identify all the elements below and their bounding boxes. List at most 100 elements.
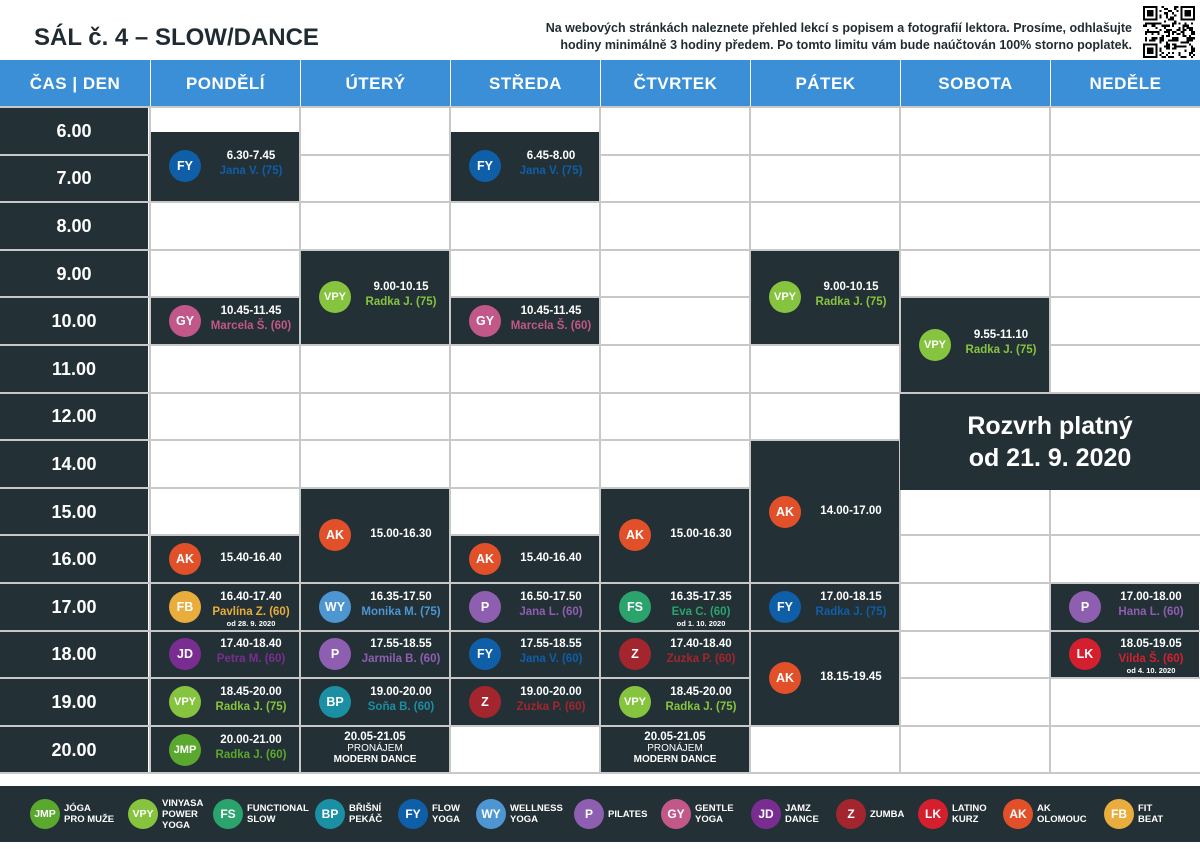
lesson-time: 15.40-16.40 (220, 552, 282, 565)
lesson-time: 19.00-20.00 (370, 685, 432, 698)
lesson-time: 16.35-17.35 (670, 590, 732, 603)
lesson-block[interactable]: FY 17.00-18.15 Radka J. (75) (751, 584, 899, 630)
lesson-time: 10.45-11.45 (220, 305, 282, 318)
lesson-block[interactable]: JD 17.40-18.40 Petra M. (60) (151, 631, 299, 678)
lesson-block[interactable]: P 16.50-17.50 Jana L. (60) (451, 584, 599, 630)
time-label: 7.00 (0, 155, 148, 203)
lesson-time: 17.40-18.40 (220, 638, 282, 651)
legend-item: Z ZUMBA (836, 798, 904, 830)
legend-item: AK AK OLOMOUC (1003, 798, 1087, 830)
rental-time: 20.05-21.05 (344, 730, 406, 743)
notice-line-1: Na webových stránkách naleznete přehled … (545, 21, 1132, 35)
time-label: 6.00 (0, 108, 148, 155)
lesson-time: 18.05-19.05 (1120, 638, 1182, 651)
lesson-block[interactable]: VPY 9.55-11.10 Radka J. (75) (901, 298, 1049, 392)
lesson-block[interactable]: AK 18.15-19.45 (751, 631, 899, 725)
lesson-block[interactable]: VPY 9.00-10.15 Radka J. (75) (751, 250, 899, 344)
legend-badge: JMP (30, 799, 60, 829)
lesson-instructor: Radka J. (75) (965, 343, 1037, 356)
time-label: 8.00 (0, 203, 148, 250)
lesson-block[interactable]: FS 16.35-17.35 Eva C. (60) od 1. 10. 2020 (601, 584, 749, 630)
legend-badge: VPY (128, 799, 158, 829)
lesson-block[interactable]: FY 6.45-8.00 Jana V. (75) (451, 131, 599, 202)
validity-line-1: Rozvrh platný (967, 411, 1133, 440)
lesson-time: 15.40-16.40 (520, 552, 582, 565)
legend-item: JD JAMZ DANCE (751, 798, 819, 830)
lesson-instructor: Monika M. (75) (361, 605, 441, 618)
time-label: 16.00 (0, 536, 148, 583)
legend-badge: FB (1104, 799, 1134, 829)
lesson-instructor: Radka J. (60) (215, 748, 287, 761)
lesson-instructor: Radka J. (75) (815, 296, 887, 309)
lesson-block[interactable]: AK 15.00-16.30 (601, 488, 749, 582)
lesson-badge: AK (319, 519, 351, 552)
header-day-3: STŘEDA (451, 60, 600, 107)
page-title: SÁL č. 4 – SLOW/DANCE (34, 24, 319, 51)
legend-label: GENTLE YOGA (695, 803, 734, 825)
lesson-block[interactable]: AK 15.00-16.30 (301, 488, 449, 582)
lesson-time: 17.55-18.55 (370, 638, 432, 651)
lesson-time: 15.00-16.30 (370, 528, 432, 541)
lesson-block[interactable]: JMP 20.00-21.00 Radka J. (60) (151, 726, 299, 773)
legend-label: BŘIŠNÍ PEKÁČ (349, 803, 383, 825)
header-time-day: ČAS | DEN (0, 60, 150, 107)
legend-badge: BP (315, 799, 345, 829)
lesson-block[interactable]: Z 17.40-18.40 Zuzka P. (60) (601, 631, 749, 678)
lesson-block[interactable]: AK 15.40-16.40 (151, 536, 299, 582)
lesson-time: 16.35-17.50 (370, 590, 432, 603)
legend-item: WY WELLNESS YOGA (476, 798, 563, 830)
time-label: 14.00 (0, 441, 148, 488)
lesson-time: 6.45-8.00 (526, 150, 576, 163)
validity-line-2: od 21. 9. 2020 (968, 443, 1132, 472)
lesson-badge: FY (469, 638, 501, 671)
lesson-block[interactable]: P 17.55-18.55 Jarmila B. (60) (301, 631, 449, 678)
lesson-block[interactable]: WY 16.35-17.50 Monika M. (75) (301, 584, 449, 630)
lesson-time: 19.00-20.00 (520, 685, 582, 698)
lesson-instructor: Radka J. (75) (215, 700, 287, 713)
lesson-block[interactable]: AK 15.40-16.40 (451, 536, 599, 582)
lesson-badge: JD (169, 638, 201, 671)
rental-label: PRONÁJEM (647, 742, 703, 754)
lesson-block[interactable]: FB 16.40-17.40 Pavlína Z. (60) od 28. 9. 20… (151, 584, 299, 630)
time-label: 17.00 (0, 584, 148, 631)
column-divider (149, 107, 151, 774)
lesson-badge: AK (769, 662, 801, 695)
lesson-badge: VPY (769, 281, 801, 314)
lesson-badge: Z (619, 638, 651, 671)
lesson-time: 18.15-19.45 (820, 671, 882, 684)
schedule-grid: ČAS | DEN PONDĚLÍ ÚTERÝ STŘEDA ČTVRTEK PÁTEK S… (0, 60, 1200, 775)
legend-label: LATINO KURZ (952, 803, 987, 825)
legend-item: P PILATES (574, 798, 647, 830)
legend-item: JMP JÓGA PRO MUŽE (30, 798, 114, 830)
lesson-block[interactable]: P 17.00-18.00 Hana L. (60) (1051, 584, 1199, 630)
lesson-instructor: Pavlína Z. (60) (212, 605, 290, 618)
rental-time: 20.05-21.05 (644, 730, 706, 743)
rental-block[interactable]: 20.05-21.05 PRONÁJEM MODERN DANCE (601, 726, 749, 773)
rental-block[interactable]: 20.05-21.05 PRONÁJEM MODERN DANCE (301, 726, 449, 773)
lesson-block[interactable]: VPY 18.45-20.00 Radka J. (75) (601, 679, 749, 725)
lesson-time: 16.40-17.40 (220, 590, 282, 603)
rental-text: 20.05-21.05 PRONÁJEM MODERN DANCE (601, 731, 749, 765)
rental-text: 20.05-21.05 PRONÁJEM MODERN DANCE (301, 731, 449, 765)
lesson-block[interactable]: GY 10.45-11.45 Marcela Š. (60) (151, 298, 299, 344)
lesson-block[interactable]: BP 19.00-20.00 Soňa B. (60) (301, 679, 449, 725)
lesson-instructor: Hana L. (60) (1118, 605, 1184, 618)
rental-title: MODERN DANCE (633, 753, 717, 765)
lesson-block[interactable]: AK 14.00-17.00 (751, 441, 899, 582)
lesson-badge: VPY (169, 685, 201, 718)
qr-code-icon[interactable] (1143, 6, 1195, 58)
lesson-instructor: Marcela Š. (60) (510, 320, 592, 333)
cancellation-notice: Na webových stránkách naleznete přehled … (452, 20, 1132, 54)
legend-label: PILATES (608, 808, 648, 820)
lesson-block[interactable]: LK 18.05-19.05 Vilda Š. (60) od 4. 10. 2020 (1051, 631, 1199, 678)
lesson-block[interactable]: FY 6.30-7.45 Jana V. (75) (151, 131, 299, 202)
rental-label: PRONÁJEM (347, 742, 403, 754)
lesson-block[interactable]: GY 10.45-11.45 Marcela Š. (60) (451, 298, 599, 344)
lesson-block[interactable]: FY 17.55-18.55 Jana V. (60) (451, 631, 599, 678)
lesson-block[interactable]: VPY 18.45-20.00 Radka J. (75) (151, 679, 299, 725)
lesson-block[interactable]: VPY 9.00-10.15 Radka J. (75) (301, 250, 449, 344)
lesson-note: od 4. 10. 2020 (1126, 666, 1176, 676)
lesson-instructor: Radka J. (75) (815, 605, 887, 618)
lesson-block[interactable]: Z 19.00-20.00 Zuzka P. (60) (451, 679, 599, 725)
lesson-badge: P (319, 638, 351, 671)
